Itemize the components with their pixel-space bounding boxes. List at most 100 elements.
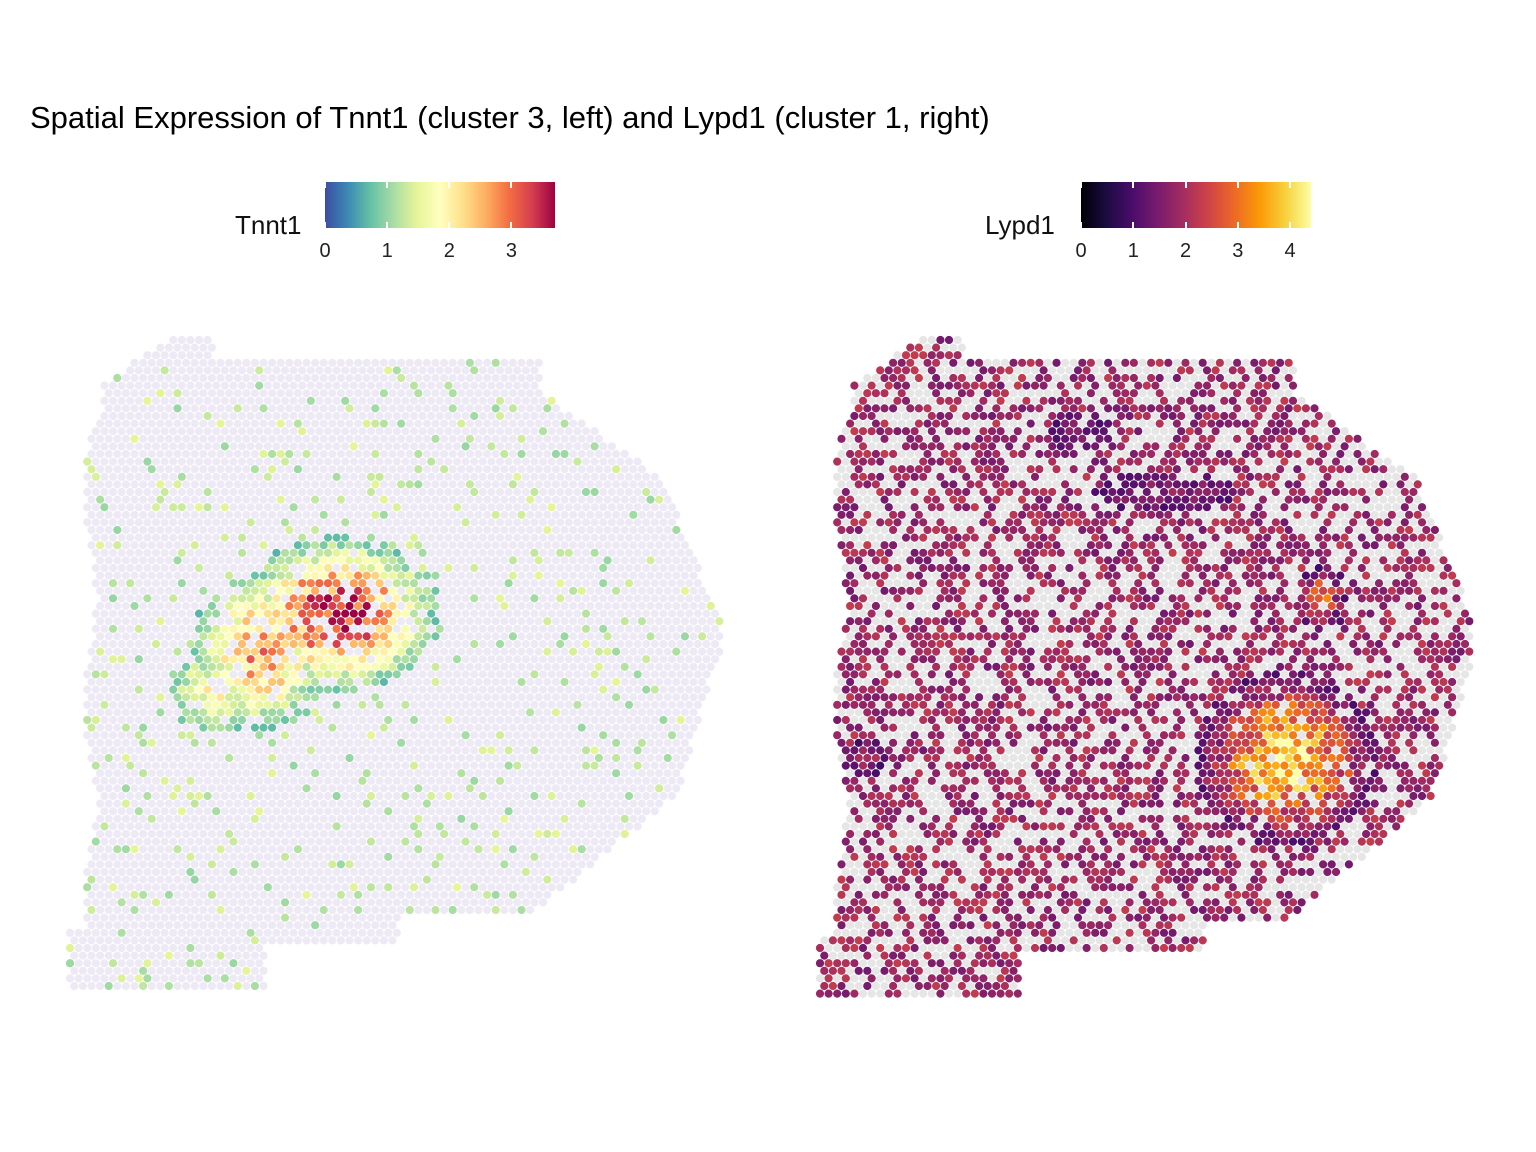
spot	[573, 609, 582, 618]
spot	[495, 609, 505, 618]
spot	[319, 465, 328, 474]
spot	[216, 617, 225, 626]
spot	[470, 563, 479, 573]
spot	[556, 867, 565, 877]
spot	[268, 434, 277, 443]
spot	[130, 647, 139, 656]
spot	[513, 624, 522, 633]
spot	[577, 510, 586, 519]
spot	[427, 411, 436, 421]
spot	[427, 670, 436, 679]
spot	[160, 852, 169, 861]
spot	[487, 487, 496, 497]
spot	[569, 541, 578, 550]
spot	[190, 419, 199, 428]
spot	[259, 571, 268, 580]
spot	[650, 791, 659, 801]
spot	[500, 556, 509, 565]
spot	[207, 601, 216, 611]
spot	[220, 807, 229, 816]
spot	[581, 655, 591, 664]
spot	[207, 449, 216, 459]
spot	[203, 731, 212, 740]
spot	[362, 449, 371, 459]
spot	[194, 457, 204, 466]
spot	[547, 837, 556, 846]
spot	[194, 594, 204, 603]
spot	[508, 829, 517, 839]
spot	[113, 845, 122, 854]
spot	[594, 541, 604, 550]
spot	[341, 670, 350, 679]
spot	[315, 776, 324, 785]
spot	[169, 609, 178, 618]
spot	[336, 632, 345, 641]
spot	[599, 624, 608, 633]
spot	[465, 510, 474, 519]
spot	[315, 852, 324, 861]
spot	[379, 845, 388, 854]
spot	[414, 465, 423, 474]
spot	[216, 814, 225, 823]
spot	[319, 419, 328, 428]
spot	[581, 685, 591, 694]
spot	[422, 860, 431, 869]
spot	[483, 586, 492, 595]
spot	[521, 822, 530, 831]
spot	[401, 898, 410, 907]
spot	[143, 503, 152, 512]
spot	[336, 753, 345, 763]
spot	[121, 708, 130, 717]
spot	[538, 807, 548, 816]
spot	[319, 936, 328, 945]
spot	[130, 541, 139, 550]
spot	[345, 404, 354, 413]
spot	[513, 381, 522, 390]
spot	[354, 799, 363, 808]
spot	[650, 609, 659, 618]
spot	[276, 784, 285, 793]
spot	[182, 449, 191, 459]
spot	[143, 943, 152, 953]
spot	[590, 761, 599, 770]
spot	[306, 381, 315, 390]
spot	[676, 548, 685, 557]
spot	[323, 807, 333, 816]
spot	[199, 905, 208, 915]
spot	[655, 647, 664, 656]
spot	[513, 594, 522, 603]
spot	[440, 419, 449, 428]
spot	[250, 358, 259, 367]
spot	[478, 731, 487, 740]
spot	[560, 617, 569, 626]
spot	[366, 518, 376, 527]
spot	[345, 890, 354, 899]
spot	[147, 753, 156, 763]
spot	[461, 807, 470, 816]
spot	[242, 510, 251, 519]
spot	[405, 358, 414, 367]
spot	[341, 624, 350, 633]
spot	[401, 791, 410, 801]
spot	[108, 396, 118, 405]
spot	[74, 928, 83, 937]
spot	[693, 579, 702, 588]
spot	[375, 837, 384, 846]
spot	[560, 769, 569, 778]
spot	[659, 746, 668, 755]
spot	[418, 685, 427, 694]
spot	[164, 389, 173, 398]
spot	[268, 845, 277, 854]
spot	[534, 829, 543, 839]
spot	[130, 465, 139, 474]
spot	[448, 617, 457, 626]
spot	[323, 852, 333, 861]
spot	[521, 852, 530, 861]
spot	[672, 556, 681, 565]
spot	[650, 518, 659, 527]
spot	[315, 487, 324, 497]
spot	[461, 487, 470, 497]
spot	[246, 366, 255, 375]
spot	[358, 639, 367, 649]
spot	[547, 396, 556, 405]
